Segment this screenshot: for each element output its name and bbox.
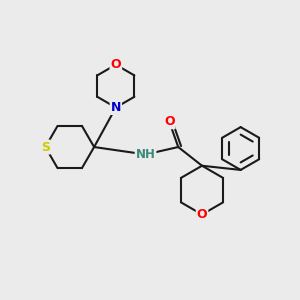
Text: O: O [110,58,121,71]
Text: O: O [197,208,207,221]
Text: NH: NH [136,148,155,161]
Text: O: O [164,115,175,128]
Text: S: S [41,140,50,154]
Text: N: N [111,101,121,114]
